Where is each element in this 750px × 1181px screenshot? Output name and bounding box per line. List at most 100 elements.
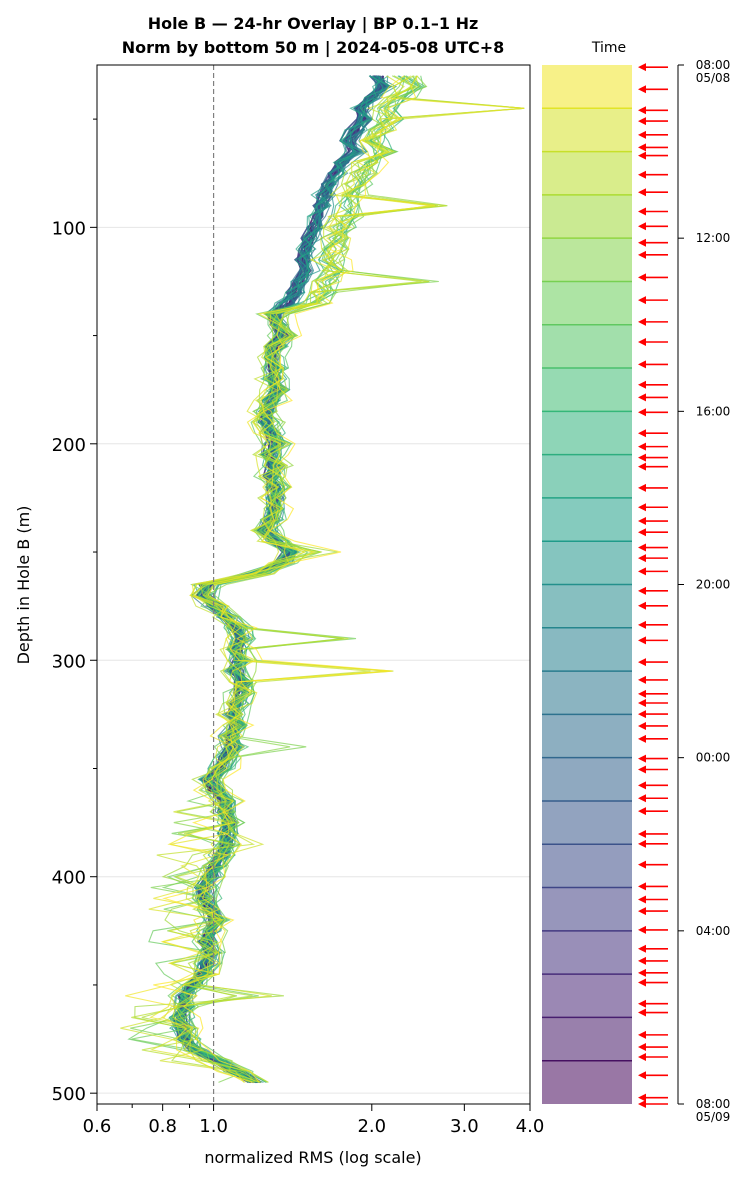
time-arrow-31	[638, 567, 668, 576]
x-axis-label: normalized RMS (log scale)	[204, 1148, 421, 1167]
time-arrow-14	[638, 296, 668, 305]
colorbar-band-1	[542, 108, 632, 152]
time-arrow-25	[638, 483, 668, 492]
colorbar-tick-label-6: 08:00	[696, 1097, 731, 1111]
colorbar-band-22	[542, 1017, 632, 1061]
time-arrow-47	[638, 807, 668, 816]
colorbar-band-7	[542, 368, 632, 412]
colorbar-band-8	[542, 411, 632, 455]
time-arrow-55	[638, 944, 668, 953]
colorbar-band-5	[542, 281, 632, 325]
time-arrow-8	[638, 188, 668, 197]
time-arrow-7	[638, 170, 668, 179]
time-arrow-65	[638, 1093, 668, 1102]
time-arrow-33	[638, 601, 668, 610]
x-tick-label-5: 4.0	[516, 1116, 545, 1137]
time-arrow-61	[638, 1030, 668, 1039]
colorbar-tick-date-0: 05/08	[696, 71, 731, 85]
trace-0	[153, 75, 418, 1083]
time-arrow-29	[638, 543, 668, 552]
time-arrow-63	[638, 1053, 668, 1062]
colorbar-ticks: 08:0005/0812:0016:0020:0000:0004:0008:00…	[677, 58, 731, 1124]
colorbar-arrows	[638, 63, 668, 1108]
time-arrow-2	[638, 106, 668, 115]
y-tick-label-3: 400	[52, 868, 86, 889]
colorbar-band-19	[542, 887, 632, 931]
time-arrow-22	[638, 442, 668, 451]
time-arrow-66	[638, 1100, 668, 1108]
time-arrow-34	[638, 620, 668, 629]
colorbar-tick-label-2: 16:00	[696, 404, 731, 418]
time-arrow-56	[638, 956, 668, 965]
colorbar-band-21	[542, 974, 632, 1018]
time-arrow-41	[638, 721, 668, 730]
y-tick-label-0: 100	[52, 218, 86, 239]
colorbar-band-13	[542, 627, 632, 672]
time-arrow-57	[638, 968, 668, 977]
x-tick-label-4: 3.0	[450, 1116, 479, 1137]
time-arrow-16	[638, 338, 668, 347]
time-arrow-12	[638, 250, 668, 259]
x-axis-ticks: 0.6 0.8 1.0 2.0 3.0 4.0	[83, 1104, 545, 1137]
time-arrow-52	[638, 895, 668, 904]
colorbar-band-4	[542, 238, 632, 282]
colorbar-band-12	[542, 584, 632, 628]
colorbar-band-20	[542, 930, 632, 975]
plot-frame	[96, 64, 531, 1105]
time-arrow-45	[638, 781, 668, 790]
time-arrow-32	[638, 586, 668, 595]
time-arrow-13	[638, 273, 668, 282]
colorbar-band-9	[542, 454, 632, 498]
colorbar-tick-label-1: 12:00	[696, 231, 731, 245]
time-arrow-10	[638, 222, 668, 231]
colorbar-tick-label-4: 00:00	[696, 751, 731, 765]
time-arrow-60	[638, 1008, 668, 1017]
time-arrow-20	[638, 408, 668, 417]
time-arrow-23	[638, 453, 668, 462]
time-arrow-46	[638, 794, 668, 803]
colorbar-band-15	[542, 714, 632, 758]
trace-1	[125, 75, 525, 1083]
y-axis-label: Depth in Hole B (m)	[14, 506, 33, 665]
trace-9	[167, 75, 525, 1083]
time-arrow-11	[638, 238, 668, 247]
time-arrow-44	[638, 765, 668, 774]
plot-traces	[120, 75, 525, 1084]
time-arrow-54	[638, 925, 668, 934]
colorbar-band-2	[542, 151, 632, 195]
time-arrow-36	[638, 658, 668, 667]
time-arrow-38	[638, 689, 668, 698]
time-arrow-0	[638, 63, 668, 72]
time-arrow-18	[638, 380, 668, 389]
time-arrow-49	[638, 839, 668, 848]
trace-8	[134, 75, 438, 1083]
time-arrow-42	[638, 734, 668, 743]
colorbar-band-16	[542, 757, 632, 801]
colorbar-band-0	[542, 65, 632, 109]
colorbar-band-6	[542, 324, 632, 369]
y-tick-label-2: 300	[52, 651, 86, 672]
y-axis-ticks: 100 200 300 400 500	[52, 118, 97, 1105]
plot-grid	[97, 226, 530, 1094]
time-arrow-28	[638, 528, 668, 537]
chart-title-line1: Hole B — 24-hr Overlay | BP 0.1–1 Hz	[148, 14, 479, 34]
time-arrow-59	[638, 999, 668, 1008]
time-arrow-37	[638, 675, 668, 684]
time-arrow-64	[638, 1071, 668, 1080]
colorbar-band-14	[542, 671, 632, 715]
x-tick-label-3: 2.0	[357, 1116, 386, 1137]
time-arrow-48	[638, 829, 668, 838]
colorbar-band-11	[542, 541, 632, 585]
time-arrow-5	[638, 143, 668, 152]
time-arrow-15	[638, 317, 668, 326]
time-arrow-26	[638, 503, 668, 512]
time-arrow-39	[638, 699, 668, 708]
time-arrow-9	[638, 207, 668, 216]
colorbar-band-3	[542, 194, 632, 239]
trace-5	[156, 75, 447, 1083]
time-arrow-43	[638, 754, 668, 763]
colorbar-band-18	[542, 844, 632, 888]
x-tick-label-2: 1.0	[199, 1116, 228, 1137]
y-tick-label-1: 200	[52, 435, 86, 456]
